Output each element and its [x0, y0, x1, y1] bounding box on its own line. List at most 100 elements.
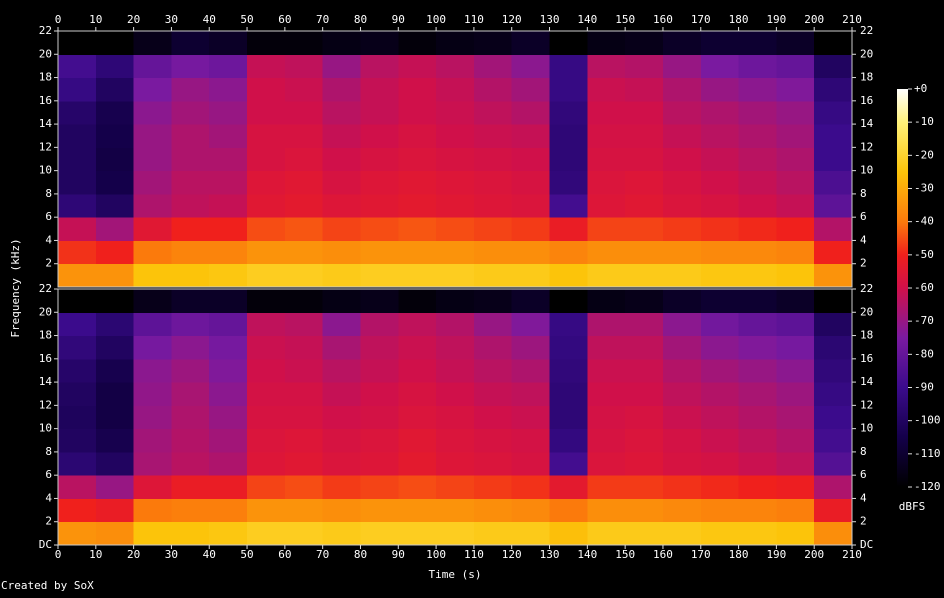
spectrogram-cell [58, 217, 97, 241]
spectrogram-cell [133, 54, 172, 79]
spectrogram-cell [814, 428, 853, 453]
colorbar-tick-label: -60 [914, 281, 934, 294]
spectrogram-cell [58, 498, 97, 523]
spectrogram-cell [322, 358, 361, 383]
spectrogram-cell [436, 31, 475, 55]
spectrogram-cell [511, 77, 551, 102]
spectrogram-cell [133, 124, 172, 148]
spectrogram-cell [171, 312, 210, 337]
spectrogram-cell [247, 405, 286, 430]
spectrogram-cell [247, 170, 286, 195]
spectrogram-cell [133, 498, 172, 523]
spectrogram-cell [284, 289, 324, 313]
spectrogram-cell [549, 193, 588, 218]
spectrogram-cell [360, 124, 399, 148]
colorbar-label: dBFS [899, 500, 926, 513]
spectrogram-cell [625, 451, 664, 476]
spectrogram-cell [473, 521, 513, 546]
spectrogram-cell [58, 428, 97, 453]
y-tick-label: 8 [45, 445, 52, 458]
spectrogram-cell [133, 312, 172, 337]
spectrogram-cell [700, 405, 740, 430]
spectrogram-cell [95, 100, 135, 125]
spectrogram-cell [738, 217, 777, 241]
spectrogram-cell [549, 498, 588, 523]
spectrogram-cell [662, 312, 702, 337]
spectrogram-cell [398, 263, 437, 288]
spectrogram-cell [511, 289, 551, 313]
spectrogram-cell [473, 428, 513, 453]
spectrogram-cell [171, 521, 210, 546]
spectrogram-cell [209, 382, 248, 406]
x-tick-label: 180 [729, 548, 749, 561]
spectrogram-cell [776, 405, 815, 430]
y-tick-label: 8 [860, 445, 867, 458]
spectrogram-cell [322, 521, 361, 546]
spectrogram-cell [58, 521, 97, 546]
spectrogram-cell [398, 124, 437, 148]
spectrogram-cell [398, 521, 437, 546]
spectrogram-cell [398, 77, 437, 102]
panel-frame [57, 30, 853, 288]
spectrogram-cell [587, 240, 626, 265]
spectrogram-cell [700, 100, 740, 125]
spectrogram-cell [360, 54, 399, 79]
y-tick-label: 16 [39, 94, 52, 107]
spectrogram-cell [436, 405, 475, 430]
spectrogram-cell [247, 428, 286, 453]
x-tick-label: 10 [89, 13, 102, 26]
spectrogram-cell [95, 405, 135, 430]
spectrogram-cell [284, 405, 324, 430]
spectrogram-cell [95, 77, 135, 102]
spectrogram-cell [322, 428, 361, 453]
spectrogram-cell [95, 31, 135, 55]
spectrogram-cell [776, 54, 815, 79]
spectrogram-cell [738, 240, 777, 265]
spectrogram-cell [625, 428, 664, 453]
y-tick-label: 10 [39, 422, 52, 435]
y-tick-label: 18 [39, 71, 52, 84]
spectrogram-cell [436, 451, 475, 476]
spectrogram-cell [662, 428, 702, 453]
spectrogram-cell [662, 405, 702, 430]
x-tick-label: 50 [240, 548, 253, 561]
spectrogram-cell [360, 451, 399, 476]
spectrogram-cell [171, 335, 210, 360]
spectrogram-cell [398, 358, 437, 383]
spectrogram-cell [247, 31, 286, 55]
spectrogram-cell [436, 289, 475, 313]
spectrogram-cell [662, 263, 702, 288]
spectrogram-cell [436, 100, 475, 125]
x-tick-label: 160 [653, 548, 673, 561]
spectrogram-cell [625, 498, 664, 523]
spectrogram-cell [209, 170, 248, 195]
spectrogram-cell [814, 77, 853, 102]
spectrogram-cell [58, 124, 97, 148]
spectrogram-cell [511, 405, 551, 430]
spectrogram-cell [398, 405, 437, 430]
spectrogram-cell [738, 521, 777, 546]
spectrogram-cell [360, 312, 399, 337]
spectrogram-cell [58, 312, 97, 337]
spectrogram-cell [549, 263, 588, 288]
spectrogram-cell [549, 312, 588, 337]
spectrogram-cell [322, 193, 361, 218]
spectrogram-cell [587, 382, 626, 406]
x-tick-label: 150 [615, 13, 635, 26]
spectrogram-cell [511, 240, 551, 265]
spectrogram-cell [625, 263, 664, 288]
spectrogram-cell [473, 312, 513, 337]
spectrogram-cell [322, 31, 361, 55]
spectrogram-cell [587, 475, 626, 499]
spectrogram-cell [549, 170, 588, 195]
spectrogram-cell [814, 358, 853, 383]
spectrogram-cell [700, 312, 740, 337]
spectrogram-cell [436, 498, 475, 523]
spectrogram-cell [776, 240, 815, 265]
spectrogram-cell [284, 475, 324, 499]
x-tick-label: 50 [240, 13, 253, 26]
spectrogram-cell [814, 124, 853, 148]
spectrogram-cell [398, 451, 437, 476]
spectrogram-cell [95, 193, 135, 218]
